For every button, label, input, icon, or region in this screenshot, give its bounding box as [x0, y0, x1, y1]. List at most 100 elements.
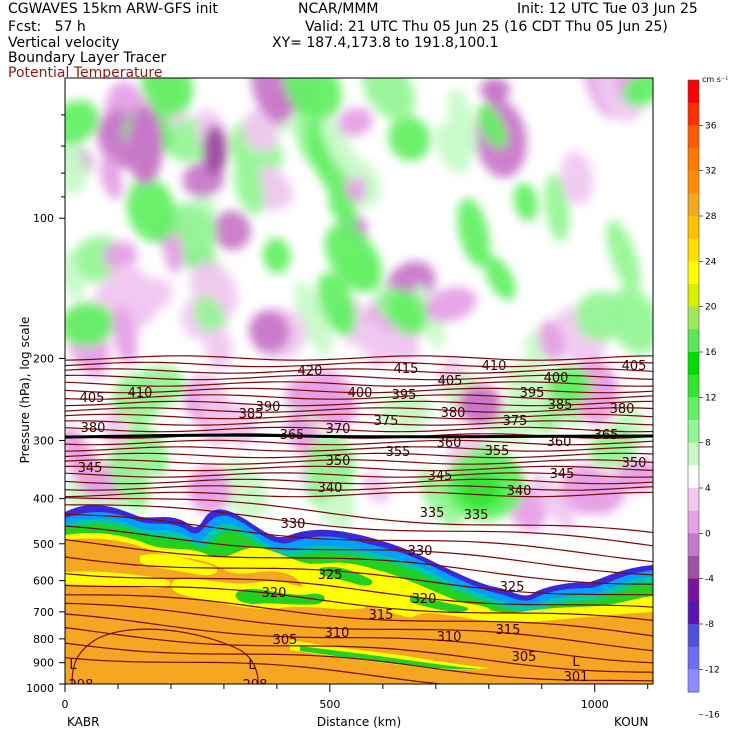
vertical-velocity-blob — [233, 157, 265, 215]
vertical-velocity-blob — [457, 198, 491, 267]
colorbar-label: 12 — [705, 393, 716, 403]
colorbar-label: 20 — [705, 303, 717, 313]
colorbar-label: -8 — [705, 620, 714, 630]
x-axis: 0 500 1000 — [62, 684, 649, 711]
vertical-velocity-field — [65, 78, 653, 531]
vertical-velocity-blob — [480, 78, 510, 102]
colorbar-swatch — [688, 465, 699, 489]
colorbar-label: 28 — [705, 212, 717, 222]
theta-label: 350 — [622, 456, 647, 471]
y-axis-label: Pressure (hPa), log scale — [18, 317, 32, 464]
plot-frame — [64, 77, 654, 685]
theta-contour — [65, 472, 653, 478]
colorbar-label: 16 — [705, 348, 717, 358]
theta-contour — [65, 420, 653, 426]
colorbar-label: 0 — [705, 529, 711, 539]
theta-label: 320 — [262, 586, 287, 601]
theta-label: 330 — [281, 517, 306, 532]
vertical-velocity-blob — [505, 360, 550, 418]
theta-label: 360 — [437, 436, 462, 451]
vertical-velocity-blob — [362, 78, 416, 121]
colorbar-frame — [687, 79, 700, 693]
vertical-velocity-blob — [65, 302, 115, 347]
theta-label: 301 — [564, 670, 589, 685]
theta-contour — [65, 426, 653, 433]
institution-label: NCAR/MMM — [298, 1, 379, 17]
theta-label: 385 — [548, 398, 573, 413]
colorbar-swatch — [688, 148, 699, 172]
theta-contour — [65, 368, 653, 374]
y-tick-label: 900 — [33, 657, 54, 670]
theta-label: L — [69, 658, 77, 673]
colorbar-swatch — [688, 216, 699, 240]
y-tick-label: 300 — [33, 434, 54, 447]
vertical-velocity-blob — [127, 105, 163, 185]
colorbar-swatch — [688, 624, 699, 648]
x-tick-label: 0 — [62, 698, 69, 711]
theta-label: L — [248, 658, 256, 673]
vertical-velocity-blob — [99, 155, 123, 200]
colorbar-swatch — [688, 306, 699, 330]
theta-label: 420 — [298, 364, 323, 379]
vertical-velocity-blob — [377, 392, 433, 434]
thick-black-line — [65, 433, 653, 439]
theta-label: 315 — [496, 623, 521, 638]
theta-label: 375 — [503, 414, 528, 429]
theta-contour — [65, 478, 653, 485]
field-potential-temperature: Potential Temperature — [8, 65, 163, 81]
colorbar-swatch — [688, 669, 699, 693]
colorbar-label: 32 — [705, 167, 716, 177]
vertical-velocity-blob — [531, 471, 575, 531]
theta-label: 310 — [437, 630, 462, 645]
vertical-velocity-blob — [102, 241, 138, 270]
theta-label: 370 — [326, 422, 351, 437]
theta-label: 345 — [550, 467, 575, 482]
theta-label: 380 — [441, 406, 466, 421]
colorbar-label: 4 — [705, 484, 711, 494]
theta-label: 405 — [438, 374, 463, 389]
colorbar-label: -16 — [705, 711, 720, 721]
vertical-velocity-blob — [388, 116, 431, 162]
theta-contour — [65, 584, 653, 622]
theta-contour — [65, 394, 653, 400]
colorbar-swatch — [688, 125, 699, 149]
vertical-velocity-blob — [560, 150, 594, 206]
endpoint-left: KABR — [67, 715, 99, 729]
x-axis-label: Distance (km) — [317, 715, 401, 729]
theta-label: 340 — [318, 481, 343, 496]
colorbar-swatch — [688, 442, 699, 466]
endpoint-right: KOUN — [614, 715, 648, 729]
theta-label: 345 — [428, 469, 453, 484]
colorbar-swatch — [688, 102, 699, 126]
forecast-hour: Fcst: 57 h — [8, 19, 86, 35]
theta-label: L — [572, 655, 580, 670]
theta-label: 410 — [482, 359, 507, 374]
theta-label: 310 — [325, 626, 350, 641]
theta-contour — [65, 485, 653, 491]
vertical-velocity-blob — [387, 290, 428, 336]
theta-label: 415 — [394, 362, 419, 377]
theta-contour — [65, 556, 653, 596]
vertical-velocity-blob — [513, 182, 538, 222]
theta-label: 375 — [374, 414, 399, 429]
theta-contour — [65, 539, 653, 585]
vertical-velocity-blob — [477, 104, 508, 149]
vertical-velocity-blob — [283, 78, 342, 120]
vertical-velocity-blob — [538, 320, 565, 361]
theta-label: 298 — [243, 678, 268, 693]
theta-label: 355 — [386, 445, 411, 460]
y-tick-label: 800 — [33, 633, 54, 646]
vertical-velocity-blob — [434, 122, 470, 174]
colorbar-swatch — [688, 488, 699, 512]
theta-contour — [65, 573, 653, 608]
theta-label: 325 — [500, 580, 525, 595]
init-time: Init: 12 UTC Tue 03 Jun 25 — [517, 1, 698, 17]
theta-label: 315 — [369, 608, 394, 623]
theta-contour — [65, 446, 653, 452]
vertical-velocity-blob — [379, 328, 417, 362]
vertical-velocity-blob — [484, 255, 516, 301]
colorbar-swatch — [688, 329, 699, 353]
colorbar-unit: cm s⁻¹ — [702, 75, 728, 84]
